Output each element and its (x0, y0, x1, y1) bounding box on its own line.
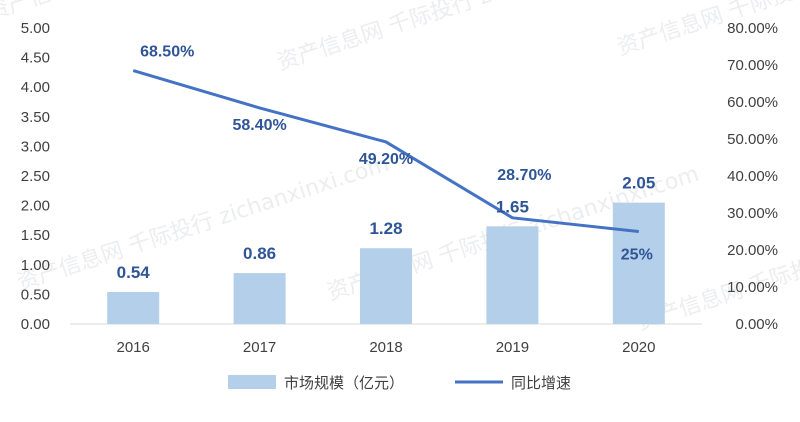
left-axis-tick: 2.00 (21, 198, 50, 215)
bars (107, 202, 665, 324)
category-label: 2020 (622, 339, 655, 356)
right-axis-tick: 20.00% (727, 242, 778, 259)
bar-value-labels: 0.54 0.86 1.28 1.65 2.05 (117, 174, 656, 282)
legend-bar-swatch (228, 375, 276, 389)
left-axis-tick: 4.00 (21, 79, 50, 96)
watermark-text: 资产信息网 千际投行 zichanxinxi.com (274, 0, 652, 76)
watermark-text: 资产信息网 千际投行 zichanxinxi.com (0, 0, 362, 26)
growth-line (132, 69, 639, 233)
growth-line-layer (132, 69, 639, 233)
left-axis-tick: 0.00 (21, 316, 50, 333)
category-label: 2016 (117, 339, 150, 356)
right-axis-tick: 70.00% (727, 57, 778, 74)
category-label: 2017 (243, 339, 276, 356)
bar-value-label: 0.86 (243, 244, 276, 263)
line-value-label: 25% (621, 247, 653, 264)
line-value-label: 58.40% (232, 117, 286, 134)
bar-value-label: 1.65 (496, 197, 529, 216)
right-axis-tick: 60.00% (727, 94, 778, 111)
left-axis-ticks: 0.00 0.50 1.00 1.50 2.00 2.50 3.00 3.50 4.00 4.50… (21, 20, 50, 333)
right-axis-tick: 0.00% (735, 316, 778, 333)
bar (360, 248, 412, 324)
left-axis-tick: 2.50 (21, 168, 50, 185)
line-value-label: 28.70% (497, 167, 551, 184)
line-value-labels: 68.50% 58.40% 49.20% 28.70% 25% (140, 44, 653, 264)
bar (486, 226, 539, 324)
category-label: 2019 (496, 339, 529, 356)
right-axis-tick: 40.00% (727, 168, 778, 185)
legend: 市场规模（亿元） 同比增速 (228, 374, 571, 392)
left-axis-tick: 4.50 (21, 50, 50, 67)
right-axis-tick: 80.00% (727, 20, 778, 37)
left-axis-tick: 3.00 (21, 138, 50, 155)
bar-value-label: 2.05 (622, 174, 655, 193)
bar (612, 202, 665, 324)
line-value-label: 49.20% (359, 151, 413, 168)
left-axis-tick: 0.50 (21, 286, 50, 303)
bar-value-label: 0.54 (117, 263, 151, 282)
left-axis-tick: 1.00 (21, 257, 50, 274)
category-labels: 2016 2017 2018 2019 2020 (117, 339, 656, 356)
bar-value-label: 1.28 (369, 219, 402, 238)
left-axis-tick: 1.50 (21, 227, 50, 244)
category-label: 2018 (369, 339, 402, 356)
right-axis-ticks: 0.00% 10.00% 20.00% 30.00% 40.00% 50.00% 60.00… (727, 20, 778, 333)
left-axis-tick: 5.00 (21, 20, 50, 37)
watermark-text: 资产信息网 千际投行 zichanxinxi.com (14, 152, 392, 296)
legend-line-label: 同比增速 (511, 374, 571, 392)
bar (107, 292, 160, 324)
left-axis-tick: 3.50 (21, 109, 50, 126)
line-value-label: 68.50% (140, 44, 194, 61)
bar (233, 273, 286, 324)
right-axis-tick: 10.00% (727, 279, 778, 296)
legend-bar-label: 市场规模（亿元） (284, 374, 404, 392)
right-axis-tick: 50.00% (727, 131, 778, 148)
right-axis-tick: 30.00% (727, 205, 778, 222)
